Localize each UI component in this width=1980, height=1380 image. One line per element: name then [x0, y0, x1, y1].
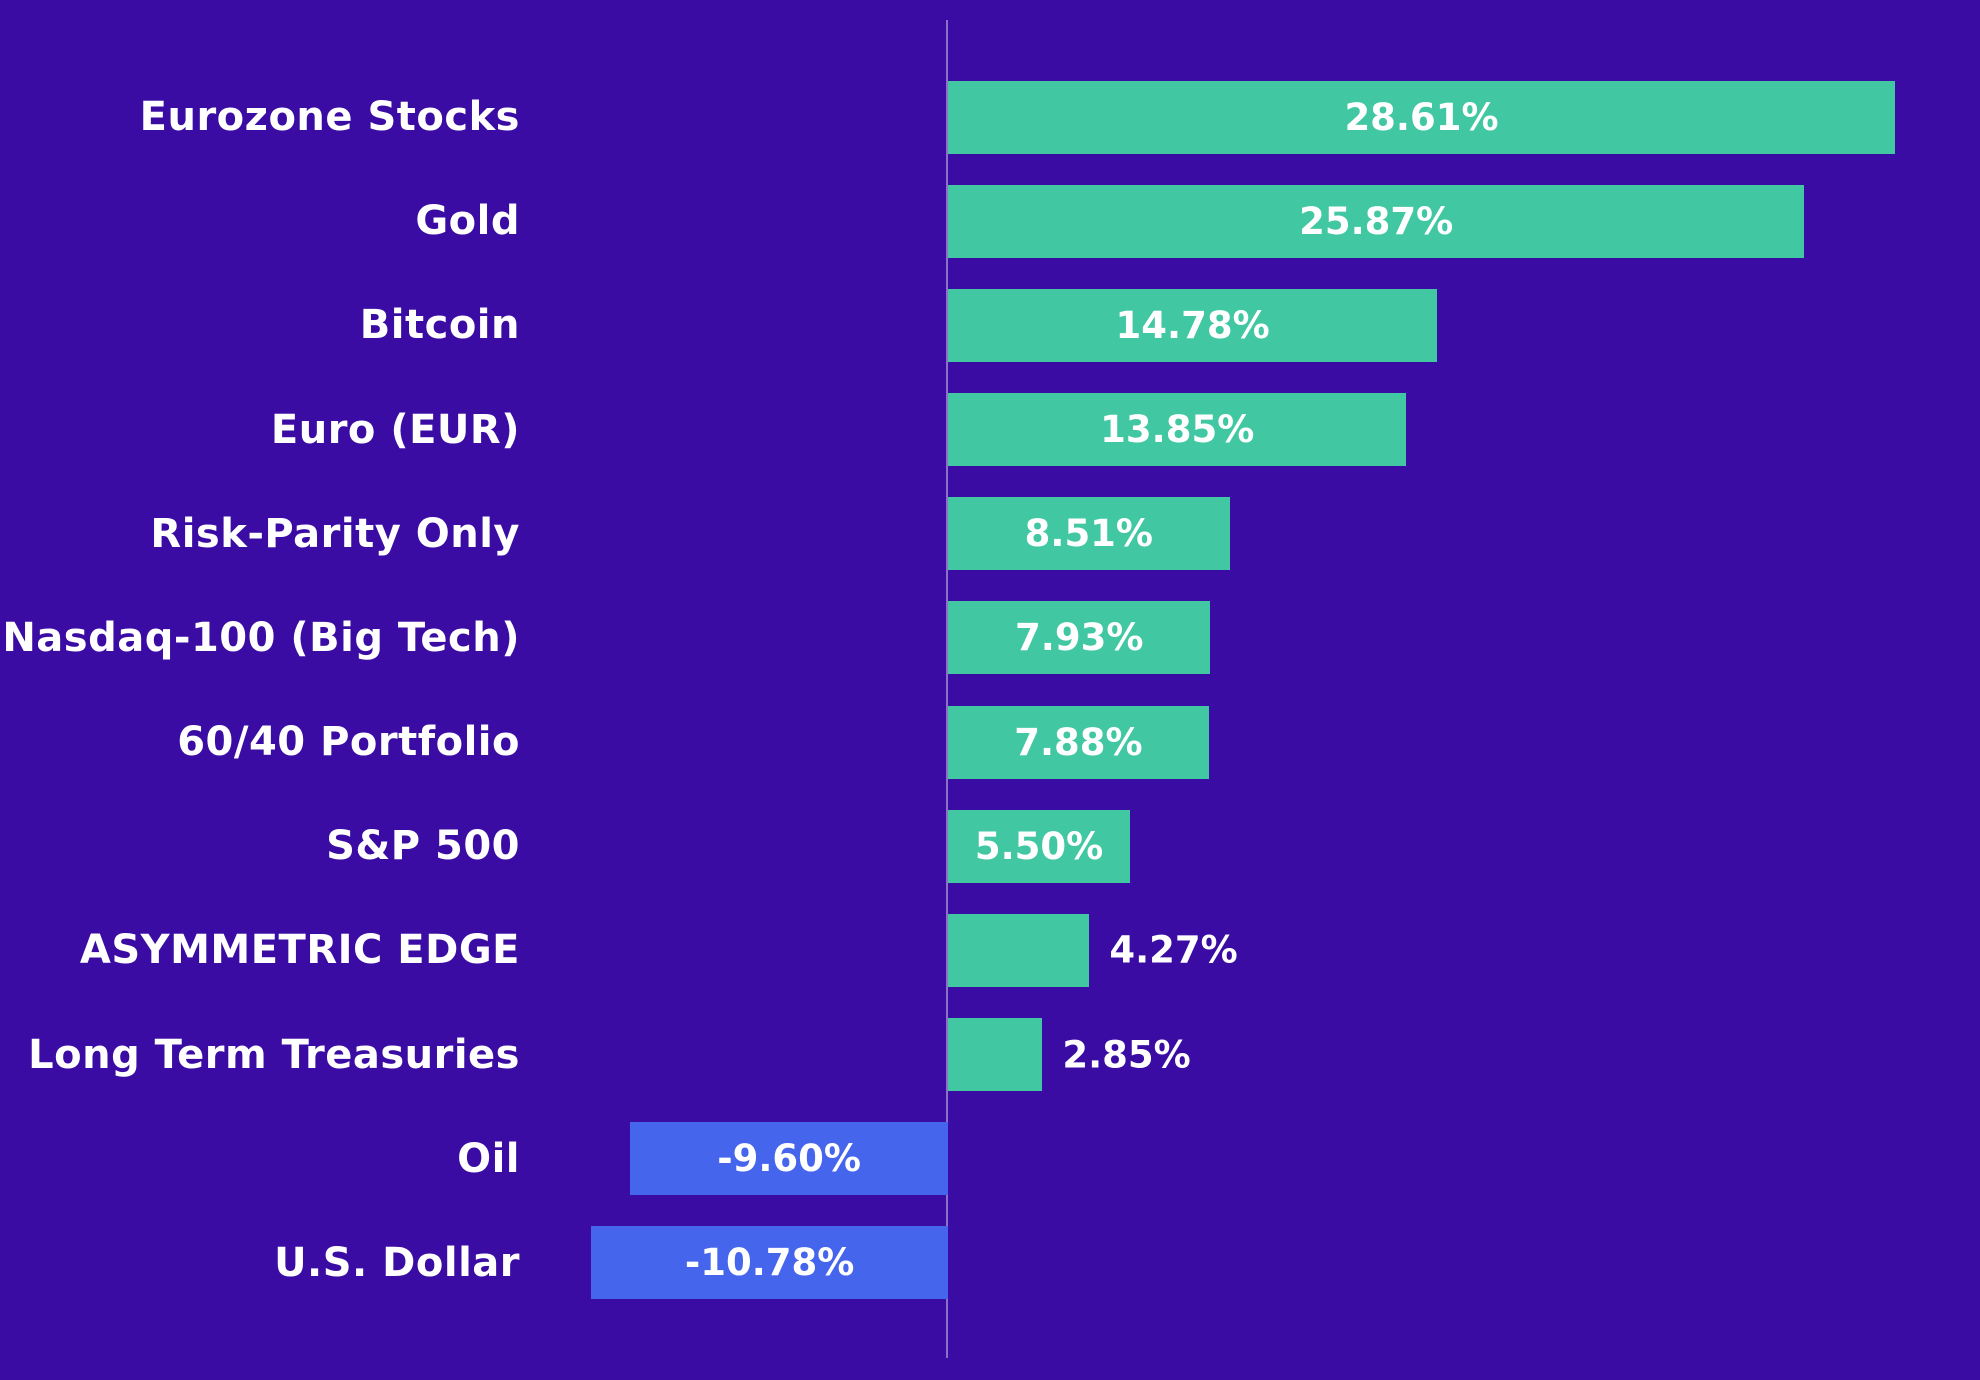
value-bar: [948, 1018, 1043, 1092]
value-bar: 5.50%: [948, 809, 1131, 883]
category-label: Eurozone Stocks: [139, 94, 520, 141]
category-label: Euro (EUR): [270, 406, 520, 453]
value-bar: 8.51%: [948, 497, 1230, 571]
bar-value-label: 7.88%: [1014, 720, 1143, 764]
bar-value-label: 8.51%: [1024, 512, 1154, 556]
category-label: 60/40 Portfolio: [177, 719, 520, 766]
value-bar: -9.60%: [630, 1122, 948, 1196]
value-bar: 13.85%: [948, 393, 1407, 467]
bar-value-label: 2.85%: [1062, 1033, 1191, 1077]
value-bar: 7.93%: [948, 601, 1211, 675]
bar-value-label: 25.87%: [1299, 199, 1454, 243]
bar-value-label: 5.50%: [974, 824, 1104, 868]
category-label: ASYMMETRIC EDGE: [79, 927, 520, 974]
bar-value-label: 13.85%: [1100, 408, 1255, 452]
category-label: S&P 500: [326, 823, 520, 870]
category-label: Bitcoin: [359, 302, 520, 349]
category-label: Long Term Treasuries: [28, 1031, 520, 1078]
value-bar: 25.87%: [948, 184, 1805, 258]
category-label: Risk-Parity Only: [150, 510, 520, 557]
zero-axis-line: [946, 20, 948, 1358]
category-label: U.S. Dollar: [274, 1239, 520, 1286]
bar-value-label: -10.78%: [684, 1241, 855, 1285]
category-label: Nasdaq-100 (Big Tech): [2, 614, 520, 661]
category-label: Oil: [457, 1135, 520, 1182]
value-bar: 14.78%: [948, 288, 1438, 362]
bar-value-label: 28.61%: [1344, 95, 1499, 139]
bar-value-label: 14.78%: [1115, 303, 1270, 347]
bar-value-label: 4.27%: [1109, 928, 1238, 972]
value-bar: -10.78%: [591, 1226, 948, 1300]
value-bar: [948, 913, 1090, 987]
value-bar: 28.61%: [948, 80, 1895, 154]
category-label: Gold: [415, 198, 520, 245]
bar-value-label: -9.60%: [717, 1137, 861, 1181]
bar-value-label: 7.93%: [1015, 616, 1144, 660]
value-bar: 7.88%: [948, 705, 1209, 779]
